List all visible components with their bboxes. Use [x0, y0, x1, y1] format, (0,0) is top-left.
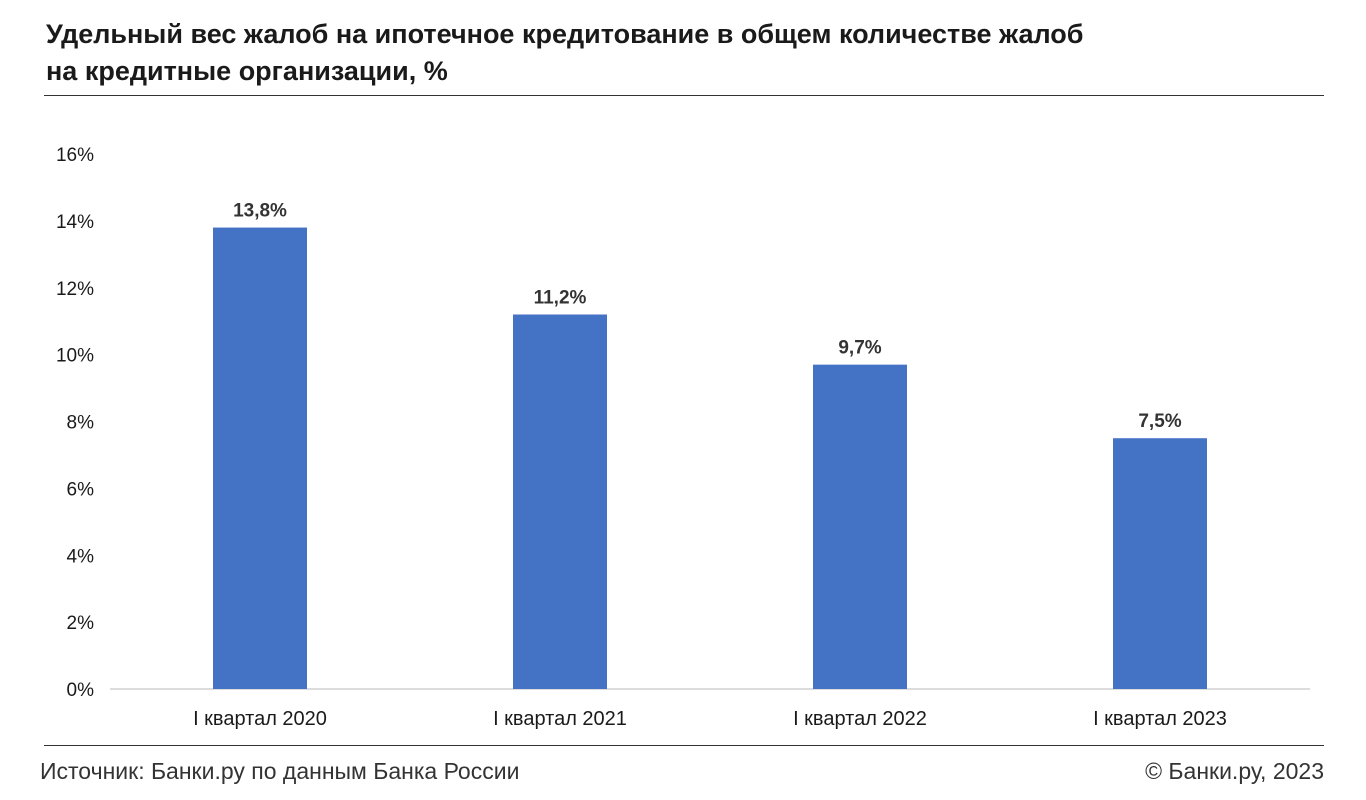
chart-title-line-2: на кредитные организации, % [46, 56, 448, 86]
y-tick-label: 12% [56, 279, 94, 300]
y-tick-label: 2% [67, 613, 95, 634]
x-tick-label: I квартал 2022 [793, 708, 927, 730]
top-divider [44, 95, 1324, 96]
data-label: 9,7% [838, 338, 881, 359]
y-tick-label: 4% [67, 546, 95, 567]
bar [213, 227, 307, 689]
y-tick-label: 0% [67, 680, 95, 701]
x-tick-label: I квартал 2023 [1093, 708, 1227, 730]
bar [513, 314, 607, 689]
chart-title: Удельный вес жалоб на ипотечное кредитов… [46, 16, 1316, 90]
y-tick-label: 8% [67, 413, 95, 434]
y-tick-label: 6% [67, 479, 95, 500]
data-label: 13,8% [233, 201, 287, 222]
chart-title-line-1: Удельный вес жалоб на ипотечное кредитов… [46, 19, 1084, 49]
y-axis: 0% 2% 4% 6% 8% 10% 12% 14% 16% [56, 145, 94, 701]
y-tick-label: 10% [56, 346, 94, 367]
x-axis: I квартал 2020 I квартал 2021 I квартал 20… [193, 708, 1227, 730]
data-label: 7,5% [1138, 411, 1181, 432]
x-tick-label: I квартал 2020 [193, 708, 327, 730]
bars-group [213, 227, 1207, 689]
data-labels-group: 13,8% 11,2% 9,7% 7,5% [233, 201, 1182, 433]
source-note: Источник: Банки.ру по данным Банка Росси… [40, 758, 520, 784]
bar [1113, 438, 1207, 689]
y-tick-label: 14% [56, 212, 94, 233]
copyright-note: © Банки.ру, 2023 [1145, 758, 1324, 784]
x-tick-label: I квартал 2021 [493, 708, 627, 730]
bar [813, 364, 907, 689]
bar-chart: 0% 2% 4% 6% 8% 10% 12% 14% 16% 13,8% 11,2% 9,7% 7,5… [56, 145, 1310, 730]
data-label: 11,2% [534, 288, 587, 309]
bottom-divider [44, 745, 1324, 746]
y-tick-label: 16% [56, 145, 94, 166]
